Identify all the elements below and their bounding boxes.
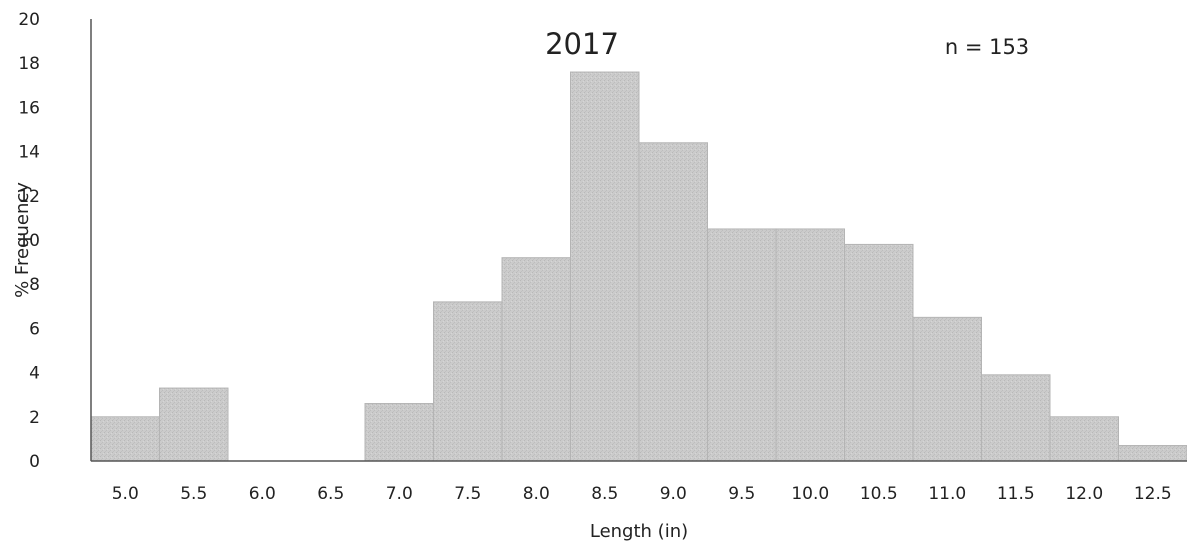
x-tick-label: 6.0	[249, 484, 276, 504]
histogram-bar	[1049, 416, 1119, 462]
y-tick-label: 14	[18, 143, 40, 163]
histogram-bar	[1118, 445, 1187, 462]
sample-size-annotation: n = 153	[945, 35, 1029, 59]
y-tick-label: 16	[18, 98, 40, 118]
x-tick-label: 5.0	[112, 484, 139, 504]
x-tick-label: 9.0	[660, 484, 687, 504]
x-tick-label: 8.5	[591, 484, 618, 504]
histogram-bar	[90, 416, 160, 462]
x-tick-label: 7.5	[454, 484, 481, 504]
x-tick-label: 12.5	[1134, 484, 1172, 504]
x-tick-label: 10.0	[791, 484, 829, 504]
chart-title: 2017	[545, 27, 619, 61]
histogram-bar	[638, 142, 708, 462]
x-tick-label: 10.5	[860, 484, 898, 504]
y-tick-label: 6	[29, 319, 40, 339]
histogram-bar	[364, 403, 434, 462]
axes-group	[90, 19, 1187, 462]
x-tick-label: 12.0	[1065, 484, 1103, 504]
y-axis-title: % Frequency	[12, 182, 33, 298]
y-tick-label: 2	[29, 408, 40, 428]
x-tick-label: 11.0	[928, 484, 966, 504]
histogram-bar	[570, 71, 640, 462]
y-tick-label: 18	[18, 54, 40, 74]
y-tick-labels: 0 2 4 6 8 10 12 14 16 18 20	[18, 10, 40, 472]
histogram-bar	[501, 257, 571, 462]
y-tick-label: 10	[18, 231, 40, 251]
y-tick-label: 0	[29, 452, 40, 472]
x-tick-labels: 5.0 5.5 6.0 6.5 7.0 7.5 8.0 8.5 9.0 9.5 10.0 10.5 11…	[112, 484, 1172, 504]
histogram-bar	[159, 387, 229, 462]
histogram-bar	[707, 228, 777, 462]
histogram-bar	[844, 243, 914, 462]
histogram-bar	[981, 374, 1051, 462]
x-tick-label: 11.5	[997, 484, 1035, 504]
x-tick-label: 5.5	[180, 484, 207, 504]
x-tick-label: 9.5	[728, 484, 755, 504]
y-tick-label: 8	[29, 275, 40, 295]
histogram-bar	[912, 316, 982, 462]
histogram-bar	[433, 301, 503, 462]
x-tick-label: 7.0	[386, 484, 413, 504]
bars-group	[90, 71, 1187, 462]
histogram-bar	[775, 228, 845, 462]
x-tick-label: 6.5	[317, 484, 344, 504]
x-tick-label: 8.0	[523, 484, 550, 504]
y-tick-label: 20	[18, 10, 40, 30]
y-tick-label: 4	[29, 364, 40, 384]
y-tick-label: 12	[18, 187, 40, 207]
x-axis-title: Length (in)	[590, 521, 688, 542]
